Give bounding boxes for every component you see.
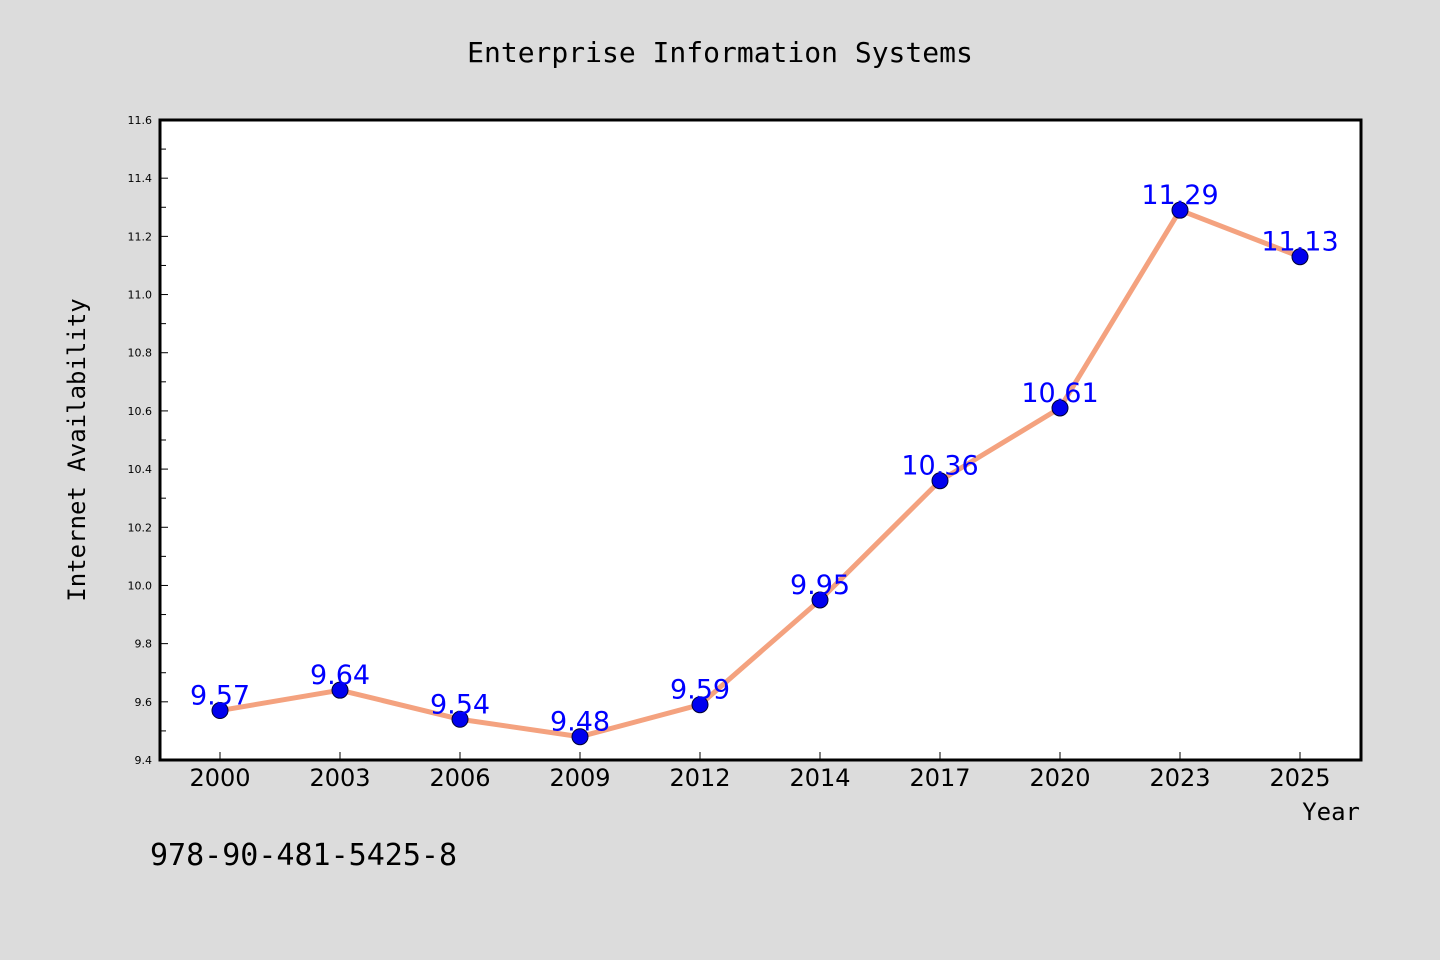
data-point: [451, 710, 469, 728]
y-tick-label: 10.0: [128, 579, 153, 592]
data-label: 11.13: [1261, 227, 1338, 258]
data-label: 10.61: [1021, 378, 1098, 409]
data-point: [691, 696, 709, 714]
data-labels-layer: 9.57 9.64 9.54 9.48 9.59 9.95 10.36 10.61 11.29 1…: [190, 180, 1339, 738]
x-tick-label: 2006: [429, 764, 490, 792]
y-tick-label: 9.8: [135, 638, 153, 651]
data-point: [1291, 248, 1309, 266]
y-tick-label: 10.2: [128, 521, 153, 534]
y-tick-label: 11.6: [128, 114, 153, 127]
y-axis-label: Internet Availability: [63, 298, 91, 601]
x-tick-label: 2017: [909, 764, 970, 792]
data-label: 9.59: [670, 675, 730, 706]
data-point: [331, 681, 349, 699]
x-tick-label: 2025: [1269, 764, 1330, 792]
data-label: 9.57: [190, 681, 250, 712]
x-tick-label: 2014: [789, 764, 850, 792]
data-point: [1171, 201, 1189, 219]
y-tick-label: 10.8: [128, 347, 153, 360]
data-label: 10.36: [901, 451, 978, 482]
data-point: [571, 728, 589, 746]
x-tick-label: 2023: [1149, 764, 1210, 792]
x-axis-ticks: 2000 2003 2006 2009 2012 2014 2017 2020 2023 2025: [189, 752, 1331, 792]
series-layer: [211, 201, 1309, 746]
series-line: [217, 207, 1303, 740]
plot-frame: [158, 118, 1363, 762]
chart-title: Enterprise Information Systems: [467, 36, 973, 69]
data-point: [931, 472, 949, 490]
y-tick-label: 9.4: [135, 754, 153, 767]
y-tick-label: 9.6: [135, 696, 153, 709]
x-tick-label: 2012: [669, 764, 730, 792]
x-tick-label: 2020: [1029, 764, 1090, 792]
data-point: [211, 702, 229, 720]
y-tick-label: 11.0: [128, 289, 153, 302]
y-tick-label: 10.6: [128, 405, 153, 418]
y-tick-label: 10.4: [128, 463, 153, 476]
data-label: 9.48: [550, 707, 610, 738]
x-axis-label: Year: [1302, 798, 1360, 826]
x-tick-label: 2003: [309, 764, 370, 792]
x-tick-label: 2000: [189, 764, 250, 792]
footer-code: 978-90-481-5425-8: [150, 838, 457, 873]
data-label: 9.64: [310, 660, 370, 691]
y-tick-label: 11.4: [128, 172, 153, 185]
data-point: [811, 591, 829, 609]
x-tick-label: 2009: [549, 764, 610, 792]
data-label: 11.29: [1141, 180, 1218, 211]
data-point: [1051, 399, 1069, 417]
y-axis-ticks: 9.4 9.6 9.8 10.0 10.2 10.4 10.6 10.8 11.0 11.2 11.…: [128, 114, 168, 767]
data-label: 9.95: [790, 570, 850, 601]
data-label: 9.54: [430, 689, 490, 720]
y-tick-label: 11.2: [128, 230, 153, 243]
